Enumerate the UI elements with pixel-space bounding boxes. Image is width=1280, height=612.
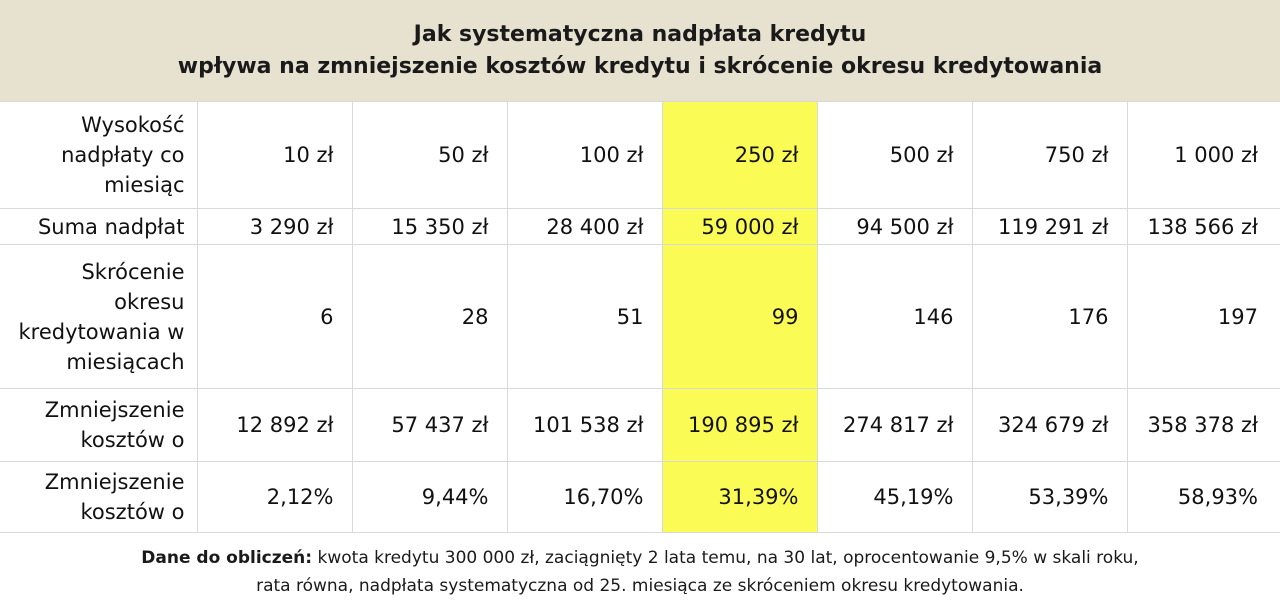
table-cell: 138 566 zł [1126, 208, 1280, 245]
table-cell: 57 437 zł [351, 388, 508, 462]
table-cell: 51 [506, 244, 663, 389]
table-cell: 190 895 zł [661, 388, 818, 462]
table-title: Jak systematyczna nadpłata kredytu wpływ… [0, 0, 1280, 102]
row-label-line: okresu [114, 289, 185, 314]
table-cell: 58,93% [1126, 461, 1280, 533]
footer-bold-prefix: Dane do obliczeń: [141, 547, 313, 568]
table-row: Zmniejszenie kosztów o 2,12% 9,44% 16,70% 31,… [0, 461, 1280, 533]
table-cell: 6 [196, 244, 353, 389]
table-cell: 31,39% [661, 461, 818, 533]
row-label-line: nadpłaty co [61, 143, 185, 167]
table-row: Zmniejszenie kosztów o 12 892 zł 57 437 zł 1… [0, 388, 1280, 462]
footer-line-1: Dane do obliczeń: kwota kredytu 300 000 … [141, 544, 1138, 572]
table-cell: 3 290 zł [196, 208, 353, 245]
table-cell: 274 817 zł [816, 388, 973, 462]
table-cell: 101 538 zł [506, 388, 663, 462]
row-label-line: Wysokość [81, 113, 185, 137]
table-cell: 358 378 zł [1126, 388, 1280, 462]
row-label: Zmniejszenie kosztów o [0, 461, 198, 533]
table-cell: 119 291 zł [971, 208, 1128, 245]
table-cell: 324 679 zł [971, 388, 1128, 462]
table-row: Skrócenie okresu kredytowania w miesiącach 6… [0, 244, 1280, 389]
row-label-line: Zmniejszenie [44, 398, 185, 422]
table-cell: 12 892 zł [196, 388, 353, 462]
title-line-1: Jak systematyczna nadpłata kredytu [413, 21, 867, 47]
table-cell: 16,70% [506, 461, 663, 533]
table-cell: 146 [816, 244, 973, 389]
table-cell: 1 000 zł [1126, 101, 1280, 209]
table-cell: 197 [1126, 244, 1280, 389]
row-label: Suma nadpłat [0, 208, 198, 245]
row-label: Wysokość nadpłaty co miesiąc [0, 101, 198, 209]
row-label: Skrócenie okresu kredytowania w miesiącach [0, 244, 198, 389]
data-table: Wysokość nadpłaty co miesiąc 10 zł 50 zł 100 … [0, 101, 1280, 533]
row-label-line: kosztów o [80, 428, 185, 452]
table-cell: 176 [971, 244, 1128, 389]
row-label-line: miesiąc [104, 173, 185, 197]
table-cell: 250 zł [661, 101, 818, 209]
footer-line-1-text: kwota kredytu 300 000 zł, zaciągnięty 2 … [312, 547, 1139, 568]
row-label-line: Suma nadpłat [37, 214, 185, 239]
table-row: Wysokość nadpłaty co miesiąc 10 zł 50 zł 100 … [0, 101, 1280, 209]
table-cell: 500 zł [816, 101, 973, 209]
row-label-line: miesiącach [66, 349, 185, 374]
table-cell: 28 400 zł [506, 208, 663, 245]
table-cell: 59 000 zł [661, 208, 818, 245]
table-cell: 10 zł [196, 101, 353, 209]
table-cell: 100 zł [506, 101, 663, 209]
calculation-notes: Dane do obliczeń: kwota kredytu 300 000 … [0, 531, 1280, 612]
row-label-line: kosztów o [80, 500, 185, 524]
footer-line-2: rata równa, nadpłata systematyczna od 25… [256, 575, 1024, 596]
table-cell: 50 zł [351, 101, 508, 209]
table-cell: 2,12% [196, 461, 353, 533]
row-label-line: Skrócenie [81, 259, 185, 284]
table-cell: 45,19% [816, 461, 973, 533]
row-label: Zmniejszenie kosztów o [0, 388, 198, 462]
table-cell: 99 [661, 244, 818, 389]
row-label-line: Zmniejszenie [44, 470, 185, 494]
table-cell: 53,39% [971, 461, 1128, 533]
title-line-2: wpływa na zmniejszenie kosztów kredytu i… [177, 53, 1103, 79]
table-cell: 28 [351, 244, 508, 389]
table-cell: 750 zł [971, 101, 1128, 209]
table-row: Suma nadpłat 3 290 zł 15 350 zł 28 400 zł 59… [0, 208, 1280, 245]
table-cell: 15 350 zł [351, 208, 508, 245]
row-label-line: kredytowania w [18, 319, 185, 344]
table-cell: 94 500 zł [816, 208, 973, 245]
table-cell: 9,44% [351, 461, 508, 533]
